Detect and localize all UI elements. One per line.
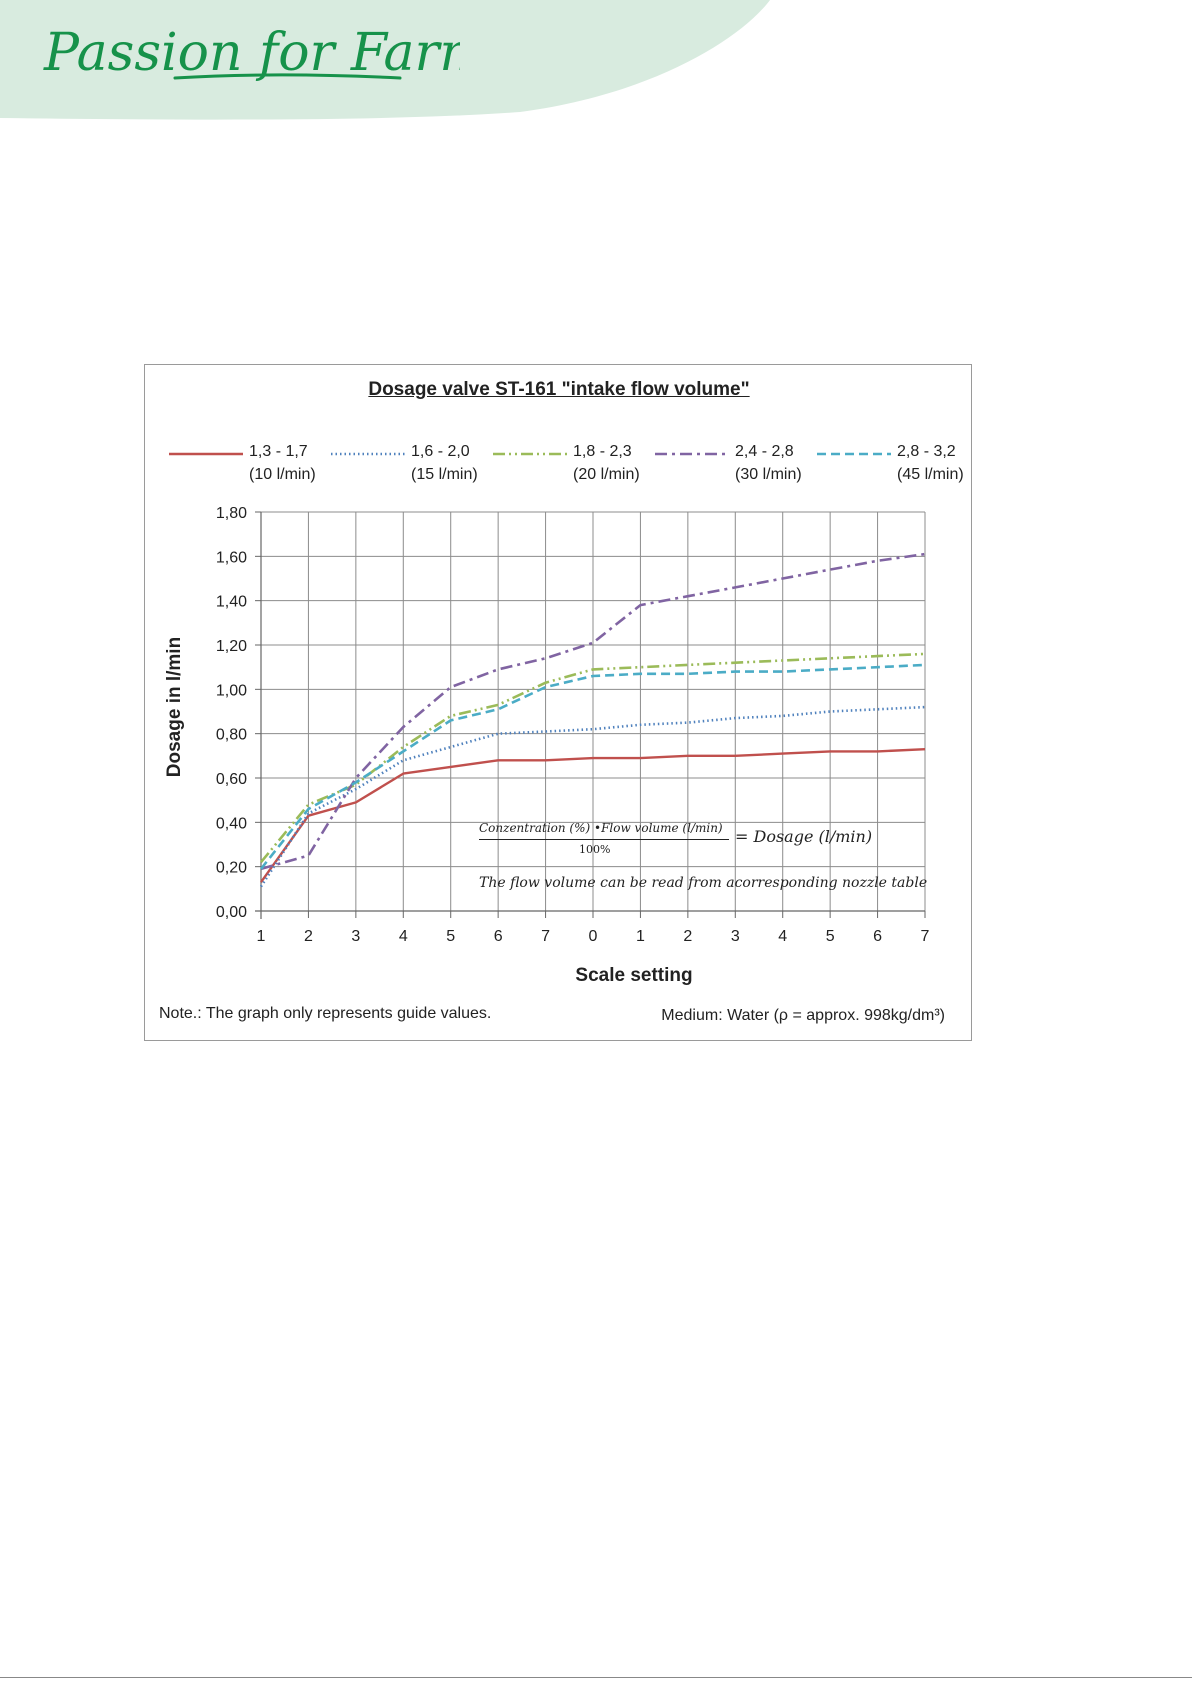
legend-item: 1,6 - 2,0 (15 l/min)	[329, 443, 489, 499]
page-bottom-rule	[0, 1677, 1192, 1678]
legend-series-name: 1,6 - 2,0	[411, 443, 470, 460]
x-tick-label: 5	[826, 928, 835, 945]
legend-series-name: 1,8 - 2,3	[573, 443, 632, 460]
legend-series-flow: (20 l/min)	[573, 466, 640, 483]
legend-series-name: 1,3 - 1,7	[249, 443, 308, 460]
y-tick-label: 0,40	[216, 815, 247, 832]
legend-swatch	[655, 452, 729, 456]
y-tick-label: 0,00	[216, 904, 247, 921]
x-tick-label: 5	[446, 928, 455, 945]
legend-series-name: 2,8 - 3,2	[897, 443, 956, 460]
x-axis-label: Scale setting	[575, 965, 693, 986]
y-axis-label: Dosage in l/min	[164, 636, 185, 778]
y-tick-label: 1,80	[216, 505, 247, 522]
chart-grid	[260, 511, 926, 912]
logo-underline	[173, 73, 402, 80]
legend-series-flow: (30 l/min)	[735, 466, 802, 483]
formula-numerator: Conzentration (%) •Flow volume (l/min)	[479, 821, 723, 835]
series-line-3	[259, 652, 926, 864]
y-tick-label: 1,00	[216, 682, 247, 699]
formula-result: = Dosage (l/min)	[735, 827, 873, 846]
legend-item: 1,8 - 2,3 (20 l/min)	[491, 443, 651, 499]
y-tick-label: 0,80	[216, 727, 247, 744]
x-tick-label: 6	[873, 928, 882, 945]
brand-logo: Passion for Farming	[43, 23, 460, 83]
legend-series-flow: (10 l/min)	[249, 466, 316, 483]
legend-item: 2,4 - 2,8 (30 l/min)	[653, 443, 813, 499]
x-tick-label: 6	[494, 928, 503, 945]
x-tick-label: 0	[589, 928, 598, 945]
x-tick-label: 2	[304, 928, 313, 945]
guide-values-note: Note.: The graph only represents guide v…	[159, 1005, 492, 1022]
x-tick-label: 2	[683, 928, 692, 945]
x-tick-label: 3	[731, 928, 740, 945]
x-tick-label: 4	[399, 928, 408, 945]
series-line-5	[259, 663, 926, 870]
series-line-4	[260, 552, 926, 871]
chart-plot: 0,00 0,20 0,40 0,60 0,80 1,00 1,20 1,40 1,60 1,80…	[216, 505, 930, 945]
header-wave-background	[0, 0, 770, 120]
dosage-formula: Conzentration (%) •Flow volume (l/min) 1…	[479, 821, 927, 901]
legend-swatch	[169, 452, 243, 456]
chart-title: Dosage valve ST-161 "intake flow volume"	[368, 379, 750, 400]
legend-swatch	[817, 452, 891, 456]
x-tick-label: 1	[257, 928, 266, 945]
x-tick-label: 3	[351, 928, 360, 945]
y-tick-label: 1,60	[216, 549, 247, 566]
formula-note: The flow volume can be read from acorres…	[479, 875, 928, 891]
x-tick-label: 4	[778, 928, 787, 945]
x-tick-label: 7	[541, 928, 550, 945]
series-line-1	[260, 748, 926, 883]
chart-legend: 1,3 - 1,7 (10 l/min) 1,6 - 2,0 (15 l/min) 1,…	[145, 443, 973, 499]
legend-swatch	[331, 452, 405, 456]
x-tick-label: 1	[636, 928, 645, 945]
medium-note: Medium: Water (ρ = approx. 998kg/dm³)	[661, 1007, 945, 1024]
y-tick-label: 0,20	[216, 860, 247, 877]
legend-series-flow: (45 l/min)	[897, 466, 964, 483]
y-tick-label: 0,60	[216, 771, 247, 788]
x-tick-label: 7	[921, 928, 930, 945]
legend-series-flow: (15 l/min)	[411, 466, 478, 483]
logo-text: Passion for Farming	[43, 23, 460, 83]
formula-fraction-bar	[479, 839, 729, 840]
legend-item: 1,3 - 1,7 (10 l/min)	[167, 443, 327, 499]
legend-series-name: 2,4 - 2,8	[735, 443, 794, 460]
legend-item: 2,8 - 3,2 (45 l/min)	[815, 443, 975, 499]
formula-denominator: 100%	[579, 843, 611, 856]
y-tick-label: 1,40	[216, 594, 247, 611]
legend-swatch	[493, 452, 567, 456]
chart-frame: 0,00 0,20 0,40 0,60 0,80 1,00 1,20 1,40 1,60 1,80…	[144, 364, 972, 1041]
y-tick-label: 1,20	[216, 638, 247, 655]
